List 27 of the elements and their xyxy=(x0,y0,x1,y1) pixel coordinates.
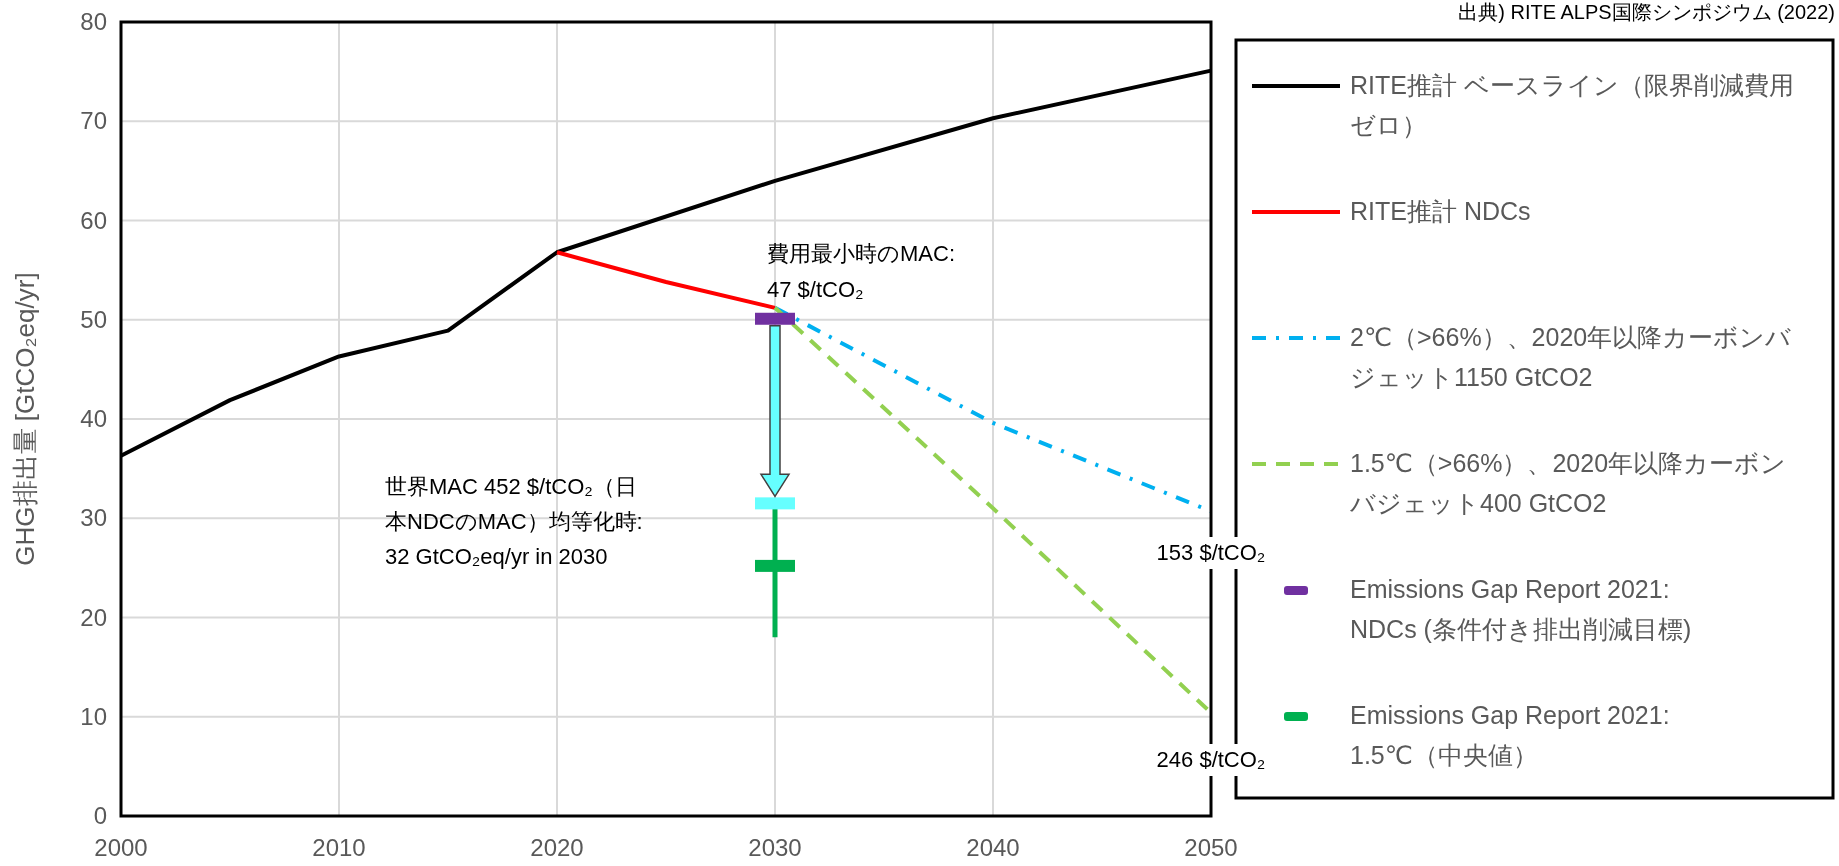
annotation: 153 $/tCO₂ xyxy=(1152,537,1270,570)
legend-label: RITE推計 ベースライン（限界削減費用ゼロ） xyxy=(1350,70,1795,141)
x-tick-label: 2030 xyxy=(748,834,802,861)
y-tick-label: 80 xyxy=(80,8,107,35)
legend-label: Emissions Gap Report 2021: NDCs (条件付き排出削減目標) xyxy=(1350,574,1693,645)
y-axis-title: GHG排出量 [GtCO₂eq/yr] xyxy=(10,272,40,566)
legend-label: RITE推計 NDCs xyxy=(1350,196,1532,227)
x-tick-label: 2010 xyxy=(312,834,366,861)
y-tick-label: 60 xyxy=(80,206,107,234)
y-tick-label: 20 xyxy=(80,603,107,631)
y-tick-label: 70 xyxy=(80,107,107,135)
annotation: 世界MAC 452 $/tCO₂（日本NDCのMAC）均等化時: 32 GtCO₂eq/yr in 2030 xyxy=(385,473,644,572)
y-tick-label: 10 xyxy=(80,702,107,730)
y-tick-label: 50 xyxy=(80,305,107,333)
legend-label: 2℃（>66%）、2020年以降カーボンバジェット1150 GtCO2 xyxy=(1350,322,1793,393)
source-note: 出典) RITE ALPS国際シンポジウム (2022) xyxy=(1458,0,1835,24)
x-tick-label: 2050 xyxy=(1184,834,1238,861)
y-tick-label: 30 xyxy=(80,504,107,532)
legend-label: 1.5℃（>66%）、2020年以降カーボンバジェット400 GtCO2 xyxy=(1350,448,1788,519)
y-tick-label: 40 xyxy=(80,405,107,432)
x-tick-label: 2020 xyxy=(530,834,584,861)
annotation: 246 $/tCO₂ xyxy=(1152,743,1270,776)
annotation: 費用最小時のMAC: 47 $/tCO₂ xyxy=(767,239,955,304)
x-tick-label: 2040 xyxy=(966,834,1020,861)
legend-label: Emissions Gap Report 2021: 1.5℃（中央値） xyxy=(1350,700,1671,771)
y-tick-label: 0 xyxy=(93,802,107,829)
x-tick-label: 2000 xyxy=(94,834,148,861)
